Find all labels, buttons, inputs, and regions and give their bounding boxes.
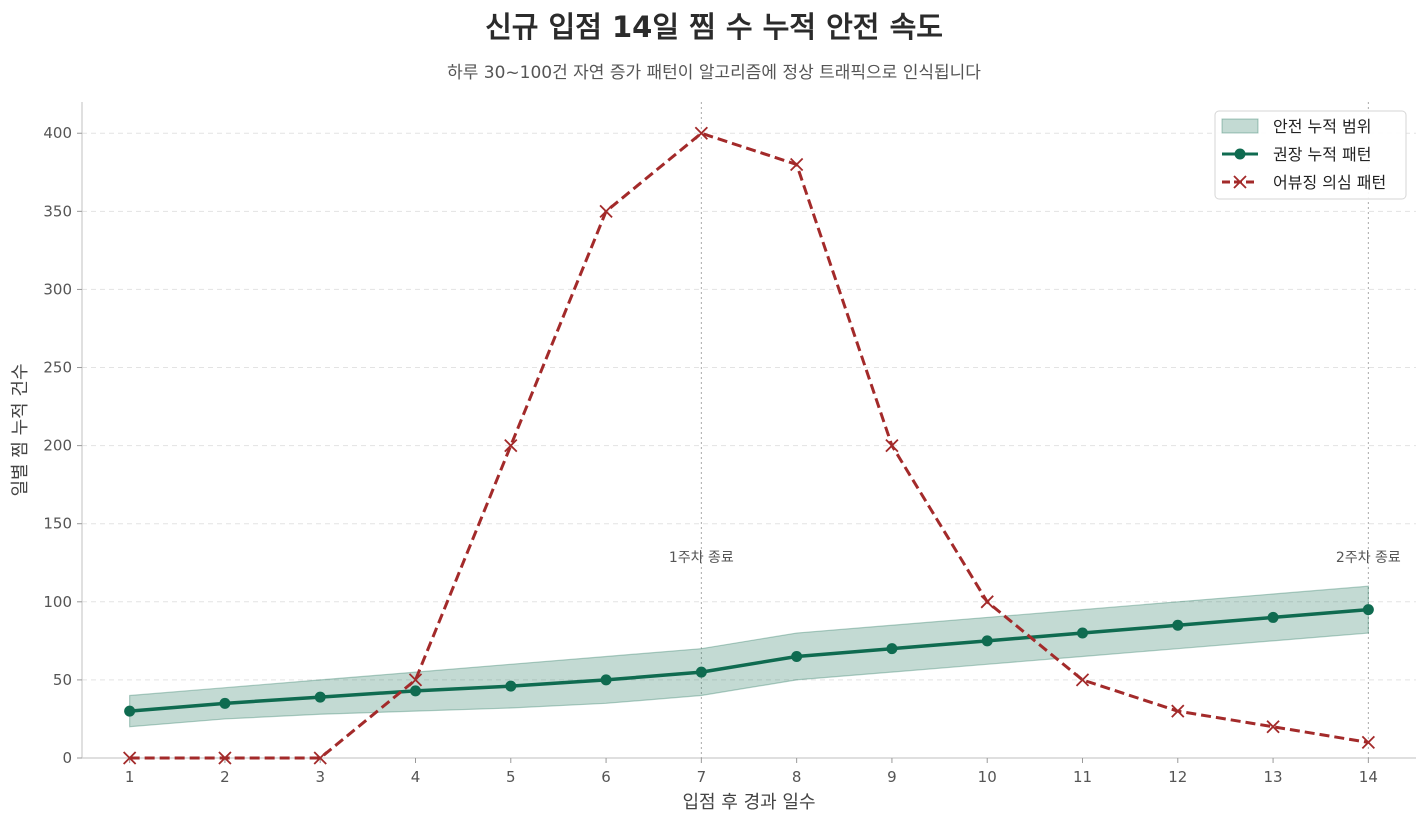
y-tick-label: 300	[43, 280, 72, 298]
x-tick-label: 7	[697, 768, 707, 786]
series-2-point	[980, 595, 994, 609]
x-tick-label: 8	[792, 768, 802, 786]
series-line-1	[129, 607, 1369, 713]
x-tick-label: 1	[125, 768, 135, 786]
series-2-point	[885, 438, 899, 453]
series-2-point	[1266, 720, 1280, 734]
series-line-2	[129, 131, 1369, 760]
y-tick-label: 100	[43, 593, 72, 611]
series-2-point	[408, 673, 423, 687]
y-tick-label: 50	[53, 671, 72, 689]
y-tick-label: 250	[43, 359, 72, 377]
series-1-point	[505, 680, 517, 692]
y-tick-label: 150	[43, 515, 72, 533]
y-tick-label: 400	[43, 124, 72, 142]
series-2-point	[504, 438, 518, 453]
chart-title: 신규 입점 14일 찜 수 누적 안전 속도	[485, 10, 943, 44]
legend-marker-series-1	[1234, 148, 1246, 160]
legend-label-band: 안전 누적 범위	[1273, 117, 1372, 136]
legend-label-series-1: 권장 누적 패턴	[1273, 145, 1372, 164]
series-2-point	[694, 126, 708, 140]
x-tick-label: 2	[220, 768, 230, 786]
series-2-point	[123, 751, 137, 765]
series-2-point	[599, 204, 613, 218]
series-1-point	[1172, 619, 1184, 631]
series-1-point	[1077, 627, 1088, 639]
chart-subtitle: 하루 30~100건 자연 증가 패턴이 알고리즘에 정상 트래픽으로 인식됩니…	[447, 63, 981, 83]
x-tick-label: 6	[601, 768, 611, 786]
legend-swatch-band	[1221, 118, 1259, 134]
series-2-point	[218, 751, 232, 765]
legend-box	[1214, 110, 1407, 200]
y-tick-label: 350	[43, 202, 72, 220]
series-1-point	[791, 650, 803, 662]
series-2-point	[1361, 735, 1375, 750]
series-2-point	[790, 157, 804, 172]
series-1-point	[981, 635, 993, 647]
x-tick-label: 11	[1073, 768, 1092, 786]
y-axis-label: 일별 찜 누적 건수	[10, 363, 31, 496]
x-tick-label: 3	[315, 768, 325, 786]
x-tick-label: 5	[506, 768, 516, 786]
series-1-point	[124, 705, 136, 717]
annotation-label: 2주차 종료	[1336, 550, 1401, 566]
x-tick-label: 14	[1359, 768, 1378, 786]
x-tick-label: 9	[887, 768, 897, 786]
legend-marker-series-2	[1233, 175, 1247, 189]
legend-label-series-2: 어뷰징 의심 패턴	[1273, 173, 1386, 192]
series-1-point	[1267, 611, 1279, 623]
series-2-point	[1171, 704, 1185, 718]
x-tick-label: 12	[1168, 768, 1187, 786]
x-tick-label: 10	[978, 768, 997, 786]
x-axis-label: 입점 후 경과 일수	[682, 792, 815, 813]
y-tick-label: 200	[43, 437, 72, 455]
series-1-point	[695, 666, 707, 678]
y-tick-label: 0	[62, 749, 72, 767]
annotation-label: 1주차 종료	[669, 550, 734, 566]
series-2-point	[313, 751, 327, 765]
series-1-point	[219, 697, 231, 709]
series-2-point	[1075, 673, 1090, 687]
series-1-point	[410, 685, 421, 697]
series-1-point	[886, 643, 898, 655]
series-1-point	[600, 674, 612, 686]
series-1-point	[1362, 604, 1374, 616]
series-1-point	[314, 691, 326, 703]
x-tick-label: 13	[1264, 768, 1283, 786]
x-tick-label: 4	[411, 768, 421, 786]
safe-range-band	[129, 585, 1369, 728]
